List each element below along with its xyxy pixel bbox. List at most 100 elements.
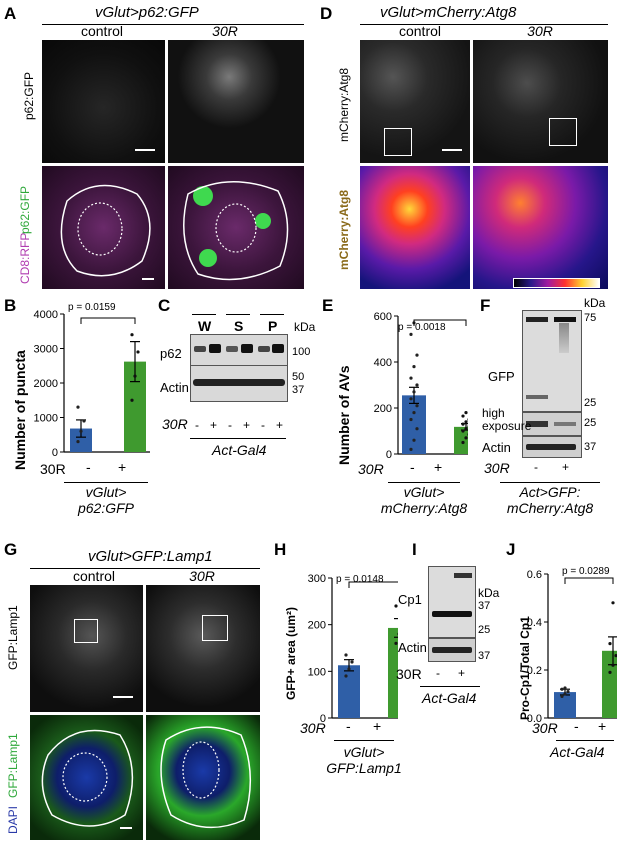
blot-c-lane-s: S [234, 318, 244, 334]
blot-band [526, 421, 548, 427]
blot-c-sign: - [261, 418, 265, 432]
data-point [415, 353, 419, 357]
panel-a-condition-control: control [80, 23, 124, 39]
blot-c-sign: + [243, 418, 251, 432]
y-tick-label: 100 [308, 666, 326, 678]
blot-band [194, 346, 206, 352]
blot-i-row-cp1: Cp1 [398, 592, 422, 607]
blot-band [554, 422, 576, 426]
chart-j-x-minus: - [574, 718, 579, 734]
data-point [412, 438, 416, 442]
blot-f-marker-25b: 25 [584, 417, 597, 429]
bar-+ [124, 361, 146, 452]
blot-band [241, 344, 253, 353]
significance-bracket [413, 319, 467, 326]
blot-c-xlabel: 30R [162, 416, 188, 432]
blot-band-actin [432, 647, 472, 653]
scale-bar [442, 149, 462, 151]
data-point [76, 405, 80, 409]
chart-j-driver-rule [556, 740, 614, 741]
blot-c-driver-rule [190, 438, 286, 439]
panel-letter-a: A [4, 4, 17, 23]
panel-letter-d: D [320, 4, 333, 23]
data-point [467, 433, 468, 436]
chart-e-genotype-1: vGlut> [403, 484, 445, 500]
chart-h-xlabel: 30R [300, 720, 326, 736]
scale-bar [113, 696, 133, 698]
data-point [394, 641, 398, 645]
blot-i-xlabel: 30R [396, 666, 422, 682]
y-tick-label: 300 [308, 573, 326, 585]
cell-outline [41, 729, 134, 829]
chart-j-xlabel: 30R [532, 720, 558, 736]
data-point [130, 398, 134, 402]
blot-f-genotype-rule [500, 482, 600, 483]
panel-letter-i: I [412, 540, 417, 559]
data-point [415, 427, 419, 431]
blot-smear [559, 323, 569, 353]
panel-d-condition-30r: 30R [527, 23, 553, 39]
panel-letter-b: B [4, 296, 17, 315]
data-point [464, 427, 468, 431]
blot-band-actin [193, 379, 285, 386]
bar-+ [388, 627, 398, 718]
panel-g-condition-30r: 30R [189, 568, 215, 584]
blot-c-marker-100: 100 [292, 346, 311, 358]
panel-letter-h: H [274, 540, 287, 559]
blot-band [526, 395, 548, 399]
data-point [133, 374, 137, 378]
data-point [563, 692, 567, 696]
chart-e-x-minus: - [410, 459, 415, 475]
chart-h-ylabel: GFP+ area (um²) [284, 606, 298, 700]
y-tick-label: 2000 [34, 378, 58, 390]
blot-c-marker-37: 37 [292, 384, 305, 396]
data-point [467, 425, 468, 428]
blot-f-kda: kDa [584, 296, 606, 310]
data-point [611, 601, 615, 605]
y-tick-label: 200 [308, 620, 326, 632]
data-point [347, 667, 351, 671]
panel-letter-g: G [4, 540, 18, 559]
panel-letter-e: E [322, 296, 334, 315]
blot-f-row-gfp: GFP [488, 369, 515, 384]
data-point [467, 418, 468, 421]
y-tick-label: 0 [52, 447, 58, 459]
data-point [409, 447, 413, 451]
blot-i-marker-37b: 37 [478, 650, 491, 662]
y-tick-label: 400 [374, 357, 392, 369]
micrograph-d-30r-heatmap [473, 166, 608, 289]
panel-g-ylabel-gfp: GFP:Lamp1 [6, 733, 20, 798]
bar-- [554, 692, 576, 718]
chart-h: 0 100 200 300 [308, 573, 398, 725]
blot-f-row-high: high [482, 406, 505, 420]
data-point [566, 690, 570, 694]
chart-b-xlabel: 30R [40, 461, 66, 477]
blot-i-marker-37: 37 [478, 600, 491, 612]
blot-f-high-exposure [522, 412, 582, 436]
micrograph-a-control-merge [42, 166, 165, 289]
blot-c-lane-p: P [268, 318, 278, 334]
blot-i-actin [428, 638, 476, 662]
data-point [412, 390, 416, 394]
chart-e-pvalue: p = 0.0018 [398, 322, 446, 333]
panel-g-title: vGlut>GFP:Lamp1 [88, 548, 213, 565]
scale-bar [135, 149, 155, 151]
chart-j-x-plus: + [598, 718, 607, 734]
panel-d-condition-control: control [398, 23, 442, 39]
data-point [464, 411, 468, 415]
blot-band [554, 317, 576, 322]
blot-band [432, 611, 472, 617]
data-point [461, 422, 465, 426]
data-point [461, 440, 465, 445]
blot-c-marker-50: 50 [292, 371, 305, 383]
blot-c-sign: - [195, 418, 199, 432]
panel-a-ylabel-cd8: CD8:RFP [18, 232, 32, 284]
blot-band [226, 346, 238, 352]
y-tick-label: 1000 [34, 413, 58, 425]
panel-letter-j: J [506, 540, 516, 559]
data-point [614, 654, 617, 658]
data-point [79, 429, 83, 433]
y-tick-label: 0.6 [527, 569, 542, 581]
blot-i-driver-rule [420, 686, 480, 687]
cell-outline [60, 184, 154, 280]
